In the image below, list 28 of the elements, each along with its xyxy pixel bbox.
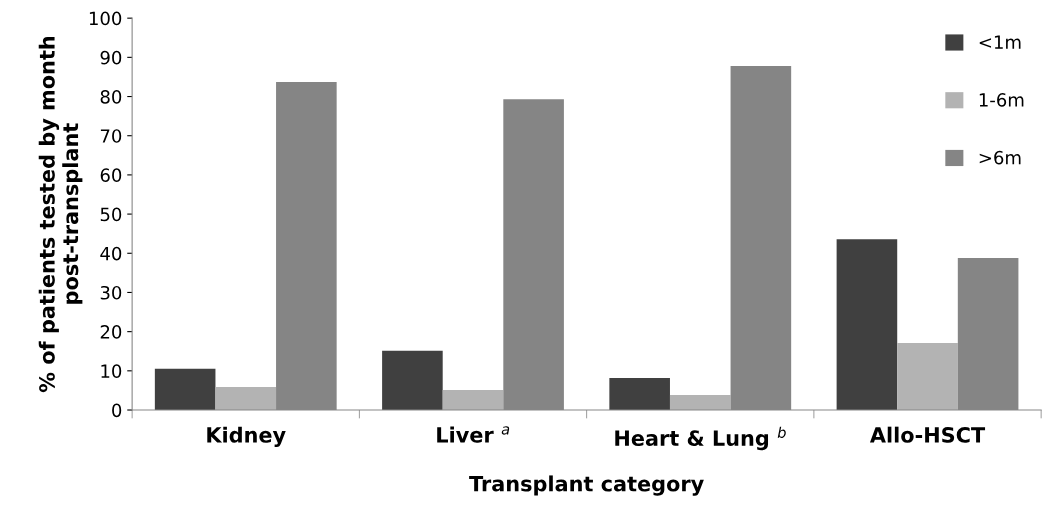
y-tick-label: 40 bbox=[100, 246, 122, 261]
bar bbox=[609, 377, 670, 411]
bar bbox=[669, 395, 731, 411]
bar bbox=[897, 343, 958, 411]
y-tick-label: 70 bbox=[100, 129, 122, 143]
y-tick-label: 10 bbox=[101, 364, 122, 378]
y-tick-label: 90 bbox=[100, 50, 122, 65]
bar bbox=[442, 390, 504, 411]
y-tick-label: 50 bbox=[100, 207, 122, 222]
x-tick-label: Allo-HSCT bbox=[869, 426, 986, 443]
y-tick-label: 0 bbox=[112, 403, 122, 418]
legend-label: 1-6m bbox=[979, 93, 1024, 107]
y-tick-label: 80 bbox=[100, 89, 122, 104]
bar bbox=[154, 368, 216, 411]
x-tick-label: Kidney bbox=[207, 426, 286, 447]
x-axis-title: Transplant category bbox=[469, 475, 704, 496]
y-tick-label: 30 bbox=[100, 285, 122, 300]
bar bbox=[382, 350, 443, 411]
legend-label: <1m bbox=[979, 35, 1021, 49]
bar bbox=[215, 386, 277, 411]
legend-label: >6m bbox=[979, 150, 1021, 165]
bar bbox=[836, 239, 898, 411]
y-tick-label: 20 bbox=[100, 325, 122, 339]
y-tick-label: 60 bbox=[100, 168, 122, 183]
x-tick-label: Heart & Lung $^{b}$ bbox=[615, 426, 786, 451]
x-tick-label: Liver $^{a}$ bbox=[437, 426, 510, 443]
y-axis-title: % of patients tested by month post-transplant bbox=[38, 36, 83, 393]
y-tick-label: 100 bbox=[89, 11, 122, 26]
